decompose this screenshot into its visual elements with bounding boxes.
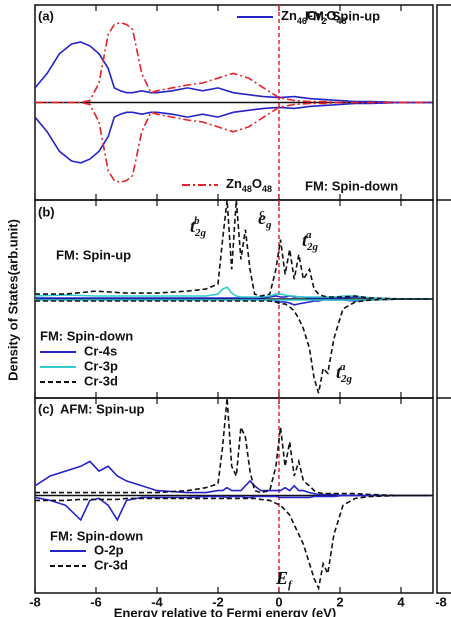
plot-area	[35, 398, 433, 593]
annotation: FM: Spin-down	[305, 178, 398, 193]
label-base: t	[336, 362, 342, 382]
x-tick-label: -4	[151, 594, 163, 609]
label-base: t	[302, 230, 308, 250]
annotation: FM: Spin-down	[40, 328, 133, 343]
dos-curve	[35, 200, 432, 300]
dos-curve	[35, 460, 432, 497]
dos-curve	[35, 298, 432, 394]
text-part: O	[252, 176, 262, 191]
x-tick-label: 4	[397, 594, 405, 609]
legend-label: Zn46Cr2O48	[281, 8, 347, 26]
dos-curve	[35, 295, 432, 300]
dos-curve	[35, 101, 432, 164]
y-axis-label: Density of States(arb.unit)	[5, 219, 20, 381]
legend-label: Cr-3p	[84, 358, 118, 373]
text-part: 46	[297, 16, 307, 26]
x-axis-label: Energy relative to Fermi energy (eV)	[114, 605, 337, 617]
label-sup: c	[260, 207, 265, 219]
text-part: 2	[321, 16, 326, 26]
text-part: 48	[242, 184, 252, 194]
text-part: Zn	[281, 8, 297, 23]
annotation: FM: Spin-up	[305, 8, 380, 23]
clipped-right-panel	[436, 4, 451, 594]
legend-label: Cr-3d	[94, 557, 128, 572]
orbital-label: Ef	[275, 568, 293, 590]
orbital-label: t2ga	[336, 361, 353, 385]
label-sub: f	[288, 579, 293, 591]
x-tick-label: -8	[29, 594, 41, 609]
label-sup: b	[194, 215, 200, 227]
x-tick-label: 0	[275, 594, 282, 609]
dos-curve	[35, 41, 432, 104]
text-part: Zn	[226, 176, 242, 191]
label-sub: 2g	[194, 227, 207, 239]
legend-label: Zn48O48	[226, 176, 272, 194]
text-part: O	[326, 8, 336, 23]
text-part: 48	[337, 16, 347, 26]
label-base: E	[275, 568, 288, 588]
label-sub: 2g	[306, 241, 319, 253]
x-tick-label: -6	[90, 594, 102, 609]
dos-curve	[35, 286, 432, 300]
label-sub: g	[265, 219, 272, 231]
annotation: FM: Spin-down	[50, 528, 143, 543]
plot-area	[35, 5, 433, 200]
legend-label: Cr-3d	[84, 373, 118, 388]
panel-label: (c)	[38, 401, 54, 416]
label-base: t	[190, 216, 196, 236]
label-sub: 2g	[340, 373, 353, 385]
dos-curve	[35, 398, 432, 497]
legend-label: O-2p	[94, 542, 124, 557]
dos-curve	[35, 21, 432, 104]
panel-label: (a)	[38, 8, 54, 23]
dos-curve	[35, 101, 432, 184]
annotation: FM: Spin-up	[56, 247, 131, 262]
dos-curve	[35, 494, 432, 522]
legend-label: Cr-4s	[84, 343, 117, 358]
text-part: 48	[262, 184, 272, 194]
panel-label: (b)	[38, 204, 55, 219]
plot-area	[35, 200, 433, 398]
orbital-label: t2gb	[190, 215, 207, 239]
orbital-label: egc	[258, 207, 272, 231]
x-tick-label: -2	[212, 594, 224, 609]
label-sup: a	[340, 361, 346, 373]
x-tick-label: -8	[435, 594, 447, 609]
text-part: Cr	[307, 8, 321, 23]
dos-curve	[35, 298, 432, 301]
label-base: e	[258, 208, 266, 228]
orbital-label: t2ga	[302, 229, 319, 253]
x-tick-label: 2	[336, 594, 343, 609]
dos-curve	[35, 494, 432, 591]
label-sup: a	[306, 229, 312, 241]
annotation: AFM: Spin-up	[60, 401, 145, 416]
